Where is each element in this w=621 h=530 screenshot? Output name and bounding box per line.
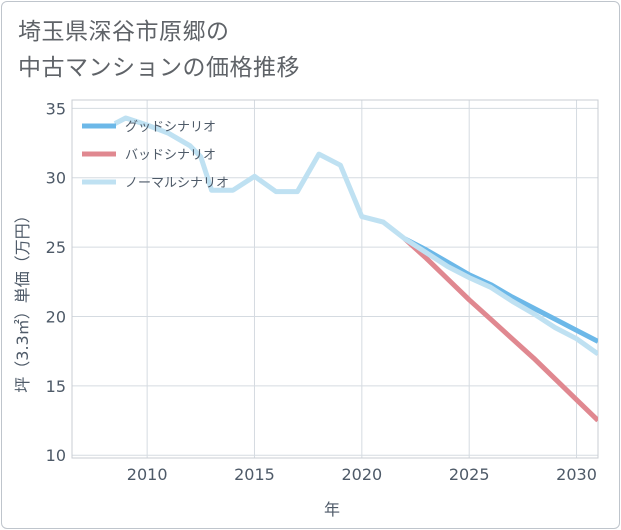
plot-area-border	[71, 99, 599, 459]
series-lines	[113, 115, 598, 423]
legend-label-2: ノーマルシナリオ	[125, 176, 229, 191]
x-axis-title: 年	[324, 500, 340, 519]
y-tick-label: 25	[46, 238, 66, 257]
y-tick-label: 35	[46, 99, 66, 118]
chart-title-line-1: 埼玉県深谷市原郷の	[18, 19, 230, 45]
y-axis-ticks: 10 15 20 25 30 35	[46, 99, 66, 465]
chart-title-line-2: 中古マンションの価格推移	[18, 55, 300, 81]
x-axis-ticks: 2010 2015 2020 2025 2030	[127, 465, 597, 484]
x-tick-label: 2025	[449, 465, 490, 484]
grid-lines	[72, 100, 598, 458]
chart-title: 埼玉県深谷市原郷の 中古マンションの価格推移	[18, 14, 300, 86]
y-axis-title: 坪（3.3㎡）単価（万円）	[13, 207, 32, 392]
y-tick-label: 15	[46, 377, 66, 396]
legend-label-0: グッドシナリオ	[125, 120, 216, 135]
x-tick-label: 2020	[341, 465, 382, 484]
y-tick-label: 30	[46, 169, 66, 188]
legend-label-1: バッドシナリオ	[125, 148, 216, 163]
series-line-2	[113, 115, 598, 356]
x-tick-label: 2015	[234, 465, 275, 484]
series-line-1	[403, 236, 598, 423]
x-tick-label: 2030	[556, 465, 597, 484]
y-tick-label: 20	[46, 307, 66, 326]
series-line-0	[403, 236, 598, 344]
y-tick-label: 10	[46, 446, 66, 465]
x-tick-label: 2010	[127, 465, 168, 484]
